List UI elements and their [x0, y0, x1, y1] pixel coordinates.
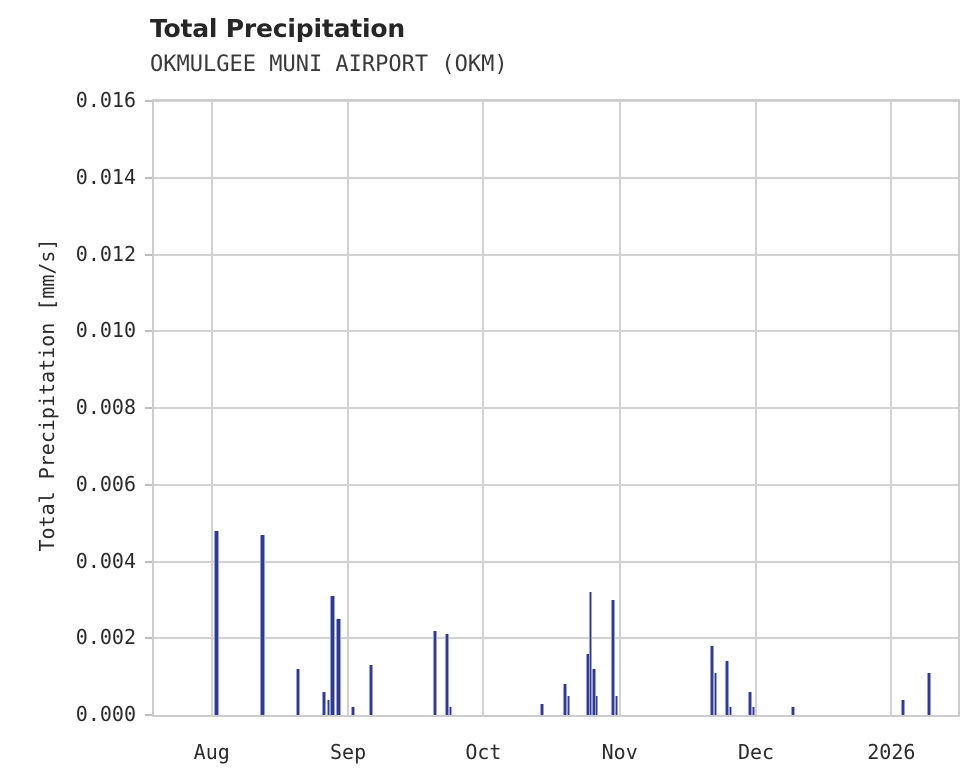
y-axis-tick-mark: [145, 637, 152, 640]
chart-title: Total Precipitation: [150, 14, 405, 43]
gridline-vertical: [618, 101, 621, 715]
gridline-horizontal: [154, 101, 958, 102]
bar: [595, 695, 599, 715]
y-axis-tick-mark: [145, 407, 152, 409]
y-axis-tick-label: 0.002: [75, 625, 136, 650]
bar: [710, 645, 715, 715]
gridline-horizontal: [154, 637, 958, 640]
bar: [747, 691, 752, 715]
bar: [444, 634, 449, 715]
y-axis-tick-label: 0.016: [75, 88, 136, 112]
bar: [724, 661, 729, 715]
bar: [901, 699, 906, 715]
y-axis-tick-label: 0.000: [75, 702, 136, 726]
y-axis-tick-label: 0.006: [75, 471, 136, 496]
bar: [214, 530, 220, 715]
y-axis-tick-mark: [145, 253, 152, 256]
gridline-horizontal: [154, 483, 958, 486]
bar: [729, 707, 733, 715]
x-axis-tick-label: Dec: [737, 740, 775, 764]
bar: [335, 619, 341, 715]
bar: [615, 695, 619, 715]
gridline-horizontal: [154, 407, 958, 409]
bar: [449, 707, 452, 715]
bar: [589, 592, 593, 715]
x-axis-tick-label: Oct: [465, 740, 502, 764]
bar: [567, 695, 571, 715]
y-axis-tick-mark: [145, 483, 152, 486]
plot-area: [152, 99, 960, 717]
y-axis-tick-mark: [145, 714, 152, 716]
gridline-vertical: [890, 101, 893, 715]
gridline-vertical: [482, 101, 485, 715]
bar: [714, 672, 718, 715]
bar: [296, 668, 301, 715]
gridline-horizontal: [154, 330, 958, 333]
y-axis-tick-mark: [145, 176, 152, 179]
bar: [927, 672, 932, 715]
bar: [368, 665, 373, 715]
bar: [432, 630, 437, 715]
y-axis-tick-mark: [145, 100, 152, 102]
gridline-horizontal: [154, 560, 958, 563]
gridline-vertical: [210, 101, 213, 715]
x-axis-tick-label: Sep: [330, 740, 367, 764]
bar: [790, 707, 795, 715]
bar: [562, 684, 567, 715]
gridline-horizontal: [154, 253, 958, 256]
y-axis-tick-label: 0.010: [75, 318, 136, 343]
bar: [259, 534, 265, 715]
y-axis-tick-mark: [145, 330, 152, 333]
gridline-vertical: [755, 101, 758, 715]
y-axis-tick-label: 0.004: [75, 548, 136, 573]
y-axis-tick-mark: [145, 560, 152, 563]
gridline-horizontal: [154, 176, 958, 179]
bar: [540, 703, 545, 715]
x-axis-tick-label: 2026: [867, 740, 916, 764]
bar: [610, 599, 615, 715]
bar: [351, 707, 356, 715]
x-axis-tick-label: Nov: [601, 740, 638, 764]
y-axis-tick-label: 0.012: [75, 241, 136, 266]
chart-subtitle: OKMULGEE MUNI AIRPORT (OKM): [150, 52, 508, 77]
bar: [752, 707, 756, 715]
y-axis-tick-label: 0.014: [75, 164, 136, 189]
bar: [322, 691, 327, 715]
bar: [329, 596, 335, 715]
bar: [326, 699, 330, 715]
gridline-vertical: [347, 101, 350, 715]
y-axis-tick-label: 0.008: [75, 395, 136, 419]
x-axis-tick-label: Aug: [193, 740, 230, 764]
